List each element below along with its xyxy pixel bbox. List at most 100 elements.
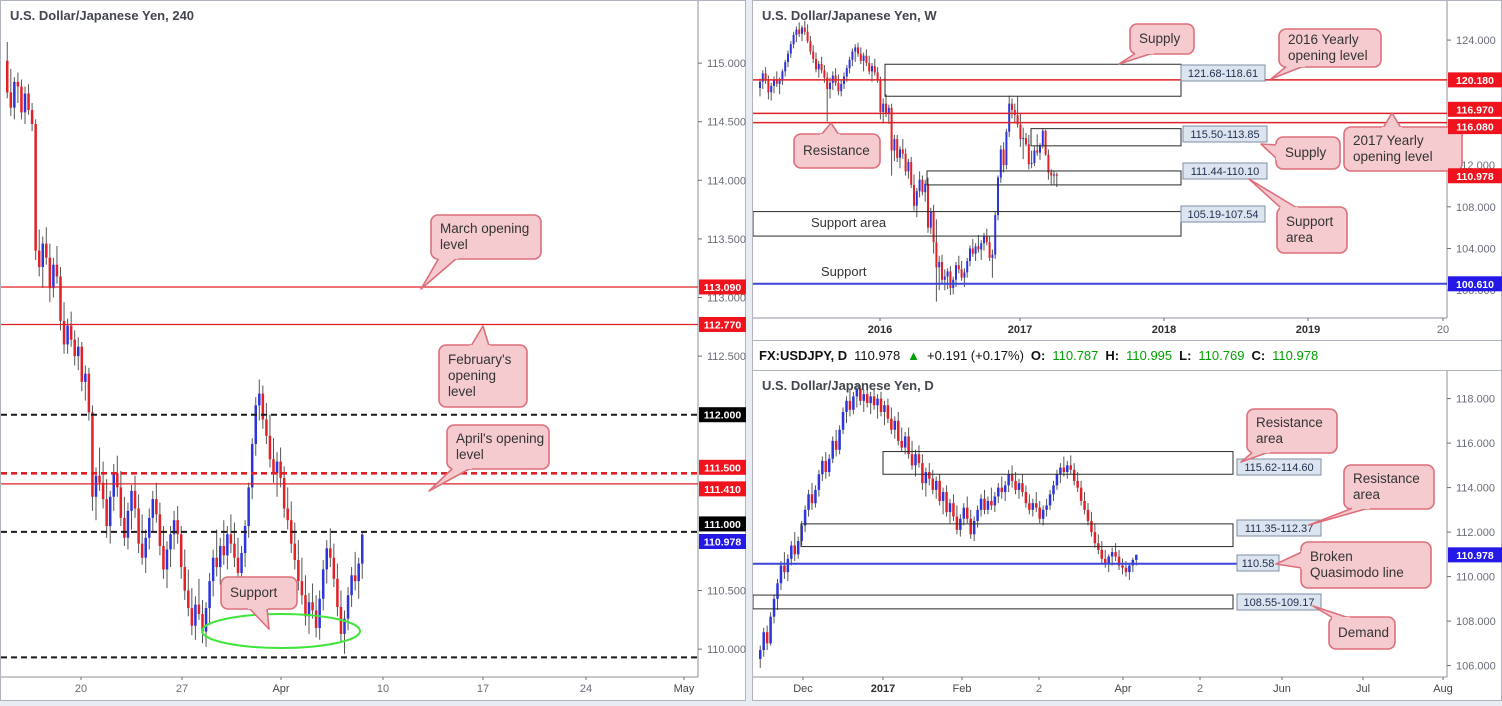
zone-boxes-group[interactable] — [753, 451, 1234, 610]
info-segment: O: — [1030, 348, 1046, 363]
price-label-110.978 — [699, 533, 746, 549]
zone-label[interactable]: 115.62-114.60 — [1236, 458, 1322, 476]
svg-text:124.000: 124.000 — [1456, 35, 1496, 47]
svg-text:114.500: 114.500 — [707, 117, 746, 129]
svg-text:Aug: Aug — [1433, 683, 1453, 695]
zone-box — [800, 523, 1234, 548]
svg-text:111.35-112.37: 111.35-112.37 — [1245, 523, 1314, 535]
svg-text:2017: 2017 — [1008, 324, 1032, 336]
chart-panel-weekly[interactable]: U.S. Dollar/Japanese Yen, W 124.000 112.0… — [752, 0, 1502, 341]
usdjpy-240-canvas[interactable]: 115.000 114.500 114.000 113.500 113.000 112.5… — [1, 1, 747, 702]
price-label-110.978 — [1448, 168, 1502, 184]
zone-label[interactable]: 121.68-118.61 — [1180, 64, 1266, 82]
svg-text:2017 Yearly: 2017 Yearly — [1353, 133, 1424, 148]
info-segment: 110.787 — [1052, 348, 1099, 363]
info-segment: +0.191 (+0.17%) — [927, 348, 1024, 363]
time-axis[interactable] — [1, 677, 698, 702]
price-axis[interactable] — [698, 1, 747, 677]
svg-text:114.000: 114.000 — [1456, 483, 1495, 495]
zone-label[interactable]: 115.50-113.85 — [1182, 125, 1268, 143]
svg-text:level: level — [448, 384, 476, 399]
callout-demand[interactable]: Demand — [1312, 605, 1396, 650]
zone-label[interactable]: 108.55-109.17 — [1236, 593, 1322, 611]
svg-text:May: May — [674, 683, 695, 695]
x-axis-labels: 2016 2017 2018 2019 20 — [868, 318, 1449, 336]
time-axis[interactable] — [753, 318, 1447, 342]
svg-text:108.000: 108.000 — [1456, 616, 1496, 628]
zone-box — [753, 211, 1182, 237]
svg-text:opening level: opening level — [1353, 149, 1433, 164]
svg-text:Demand: Demand — [1338, 625, 1389, 640]
price-labels-group: 120.180 116.970 116.080 110.978 100.610 — [1448, 72, 1502, 292]
callout-supply-weekly-top[interactable]: Supply — [1118, 23, 1195, 65]
price-labels-group: 113.090 112.770 112.000 111.500 111.410 111.0… — [699, 279, 746, 549]
svg-text:121.68-118.61: 121.68-118.61 — [1188, 68, 1258, 80]
info-segment: L: — [1179, 348, 1192, 363]
svg-text:110.978: 110.978 — [1456, 550, 1494, 562]
svg-text:Quasimodo line: Quasimodo line — [1310, 565, 1404, 580]
zone-box — [1030, 128, 1182, 147]
support-ellipse[interactable] — [201, 613, 361, 649]
svg-text:2018: 2018 — [1152, 324, 1176, 336]
svg-text:Supply: Supply — [1285, 145, 1327, 160]
callout-supply-weekly-mid[interactable]: Supply — [1260, 136, 1341, 170]
usdjpy-daily-canvas[interactable]: 118.000 116.000 114.000 112.000 110.000 108.0… — [753, 371, 1502, 702]
svg-text:112.770: 112.770 — [704, 319, 742, 331]
svg-text:108.55-109.17: 108.55-109.17 — [1244, 597, 1315, 609]
svg-text:116.970: 116.970 — [1456, 104, 1494, 116]
svg-text:115.000: 115.000 — [707, 58, 746, 70]
svg-text:10: 10 — [377, 683, 389, 695]
info-segment: C: — [1251, 348, 1266, 363]
svg-text:116.080: 116.080 — [1456, 122, 1494, 134]
info-segment: ▲ — [907, 348, 921, 363]
svg-text:Support: Support — [230, 585, 278, 600]
callout-support-240[interactable]: Support — [220, 576, 298, 630]
time-axis[interactable] — [753, 677, 1447, 702]
svg-text:17: 17 — [477, 683, 489, 695]
svg-text:Jul: Jul — [1356, 683, 1370, 695]
svg-text:20: 20 — [1437, 324, 1449, 336]
svg-text:opening level: opening level — [1288, 48, 1368, 63]
text-annotation[interactable]: Support area — [811, 215, 887, 230]
svg-text:110.500: 110.500 — [707, 586, 746, 598]
svg-text:Apr: Apr — [272, 683, 289, 695]
svg-text:104.000: 104.000 — [1456, 243, 1496, 255]
svg-text:111.000: 111.000 — [704, 519, 741, 531]
price-axis[interactable] — [1447, 371, 1502, 677]
svg-text:110.000: 110.000 — [707, 644, 746, 656]
callout-resistance-weekly[interactable]: Resistance — [793, 122, 881, 169]
svg-text:106.000: 106.000 — [1456, 661, 1496, 673]
svg-text:113.090: 113.090 — [704, 282, 742, 294]
svg-text:110.58: 110.58 — [1242, 558, 1275, 570]
zone-label[interactable]: 111.44-110.10 — [1182, 162, 1268, 180]
svg-text:120.180: 120.180 — [1456, 75, 1494, 87]
price-label-100.610 — [1448, 276, 1502, 292]
svg-text:Feb: Feb — [953, 683, 972, 695]
info-segment: 110.978 — [1272, 348, 1319, 363]
usdjpy-weekly-canvas[interactable]: 124.000112.000108.000104.000100.00020162… — [753, 1, 1502, 342]
chart-panel-daily[interactable]: U.S. Dollar/Japanese Yen, D 118.000 116.0… — [752, 370, 1502, 701]
zone-label[interactable]: 105.19-107.54 — [1180, 205, 1266, 223]
svg-text:Supply: Supply — [1139, 31, 1181, 46]
zone-label[interactable]: 111.35-112.37 — [1236, 519, 1322, 537]
price-label-111.000 — [699, 516, 746, 532]
y-axis-labels: 115.000 114.500 114.000 113.500 113.000 112.5… — [698, 58, 746, 656]
svg-text:area: area — [1286, 230, 1314, 245]
text-annotation[interactable]: Support — [821, 264, 867, 279]
svg-text:2017: 2017 — [871, 683, 895, 695]
price-label-112.770 — [699, 316, 746, 332]
price-label-116.080 — [1448, 119, 1502, 135]
svg-text:112.000: 112.000 — [704, 410, 742, 422]
chart-panel-240[interactable]: U.S. Dollar/Japanese Yen, 240 115.000 114… — [0, 0, 746, 701]
zone-label[interactable]: 110.58 — [1236, 554, 1280, 572]
svg-text:112.500: 112.500 — [707, 351, 746, 363]
